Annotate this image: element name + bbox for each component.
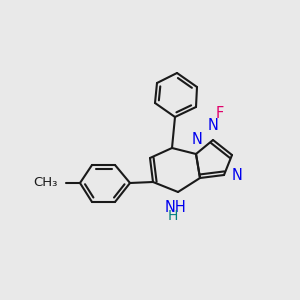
- Text: F: F: [216, 106, 224, 121]
- Text: H: H: [168, 209, 178, 224]
- Text: N: N: [232, 167, 242, 182]
- Text: CH₃: CH₃: [34, 176, 58, 190]
- Text: NH: NH: [165, 200, 187, 214]
- Text: N: N: [192, 132, 203, 147]
- Text: N: N: [208, 118, 218, 134]
